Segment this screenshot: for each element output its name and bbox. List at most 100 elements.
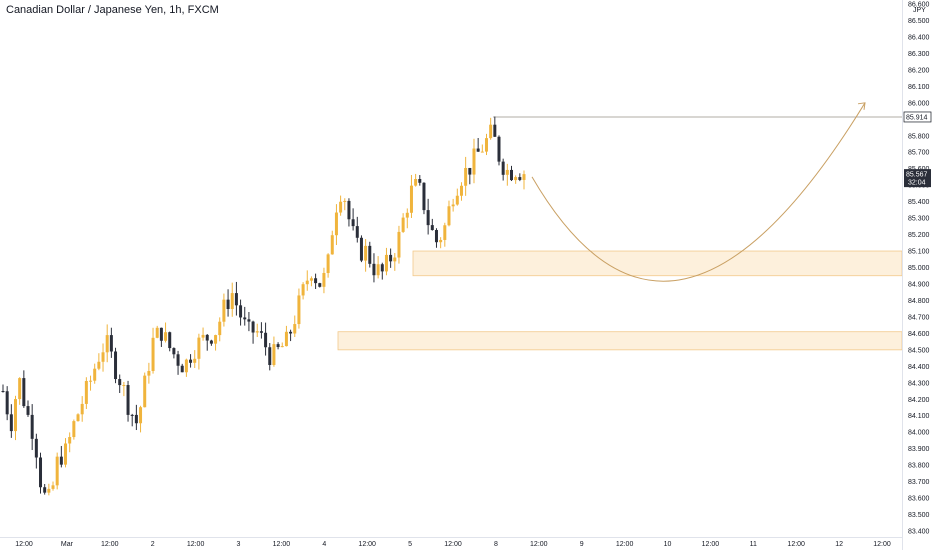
- price-axis: 86.600 86.500 86.400 86.300 86.200 86.100 86.0…: [908, 2, 930, 536]
- candle-body: [376, 264, 380, 276]
- time-tick-label: 9: [580, 541, 584, 548]
- time-tick-label: 5: [408, 541, 412, 548]
- countdown-label: 32:04: [908, 180, 926, 187]
- candle-body: [468, 167, 472, 175]
- candle-body: [434, 230, 438, 243]
- price-tick-label: 83.800: [908, 463, 930, 470]
- candle-body: [68, 437, 72, 444]
- candle-body: [497, 136, 501, 162]
- time-tick-label: 12:00: [702, 541, 720, 548]
- candle-body: [509, 169, 513, 181]
- candle-body: [180, 365, 184, 373]
- candle-body: [9, 414, 13, 432]
- candle-body: [301, 284, 305, 296]
- price-tick-label: 86.100: [908, 84, 930, 91]
- support-zones: [337, 250, 903, 351]
- candle-body: [405, 212, 409, 218]
- candle-body: [151, 337, 155, 371]
- candle-body: [347, 200, 351, 220]
- price-tick-label: 84.100: [908, 413, 930, 420]
- candle-body: [426, 210, 430, 226]
- candle-body: [143, 375, 147, 408]
- time-tick-label: 10: [664, 541, 672, 548]
- candle-body: [476, 148, 480, 152]
- candle-body: [251, 321, 255, 333]
- candle-body: [447, 206, 451, 226]
- candle-body: [147, 370, 151, 376]
- candle-body: [226, 299, 230, 309]
- price-tick-label: 84.000: [908, 430, 930, 437]
- candle-body: [505, 169, 509, 175]
- price-tick-label: 84.700: [908, 314, 930, 321]
- candle-body: [343, 200, 347, 202]
- projection-curve: [531, 102, 866, 282]
- candle-body: [105, 335, 109, 353]
- candle-body: [389, 254, 393, 262]
- candle-body: [97, 361, 101, 369]
- candle-body: [34, 438, 38, 458]
- price-tick-label: 86.400: [908, 34, 930, 41]
- candle-body: [355, 226, 359, 238]
- price-tick-label: 83.400: [908, 529, 930, 536]
- support-zone: [412, 250, 903, 277]
- candle-body: [439, 239, 443, 243]
- candle-body: [393, 257, 397, 262]
- candle-body: [272, 344, 276, 365]
- candles: [1, 116, 526, 496]
- candle-body: [59, 456, 63, 465]
- candle-body: [234, 293, 238, 306]
- candle-body: [305, 280, 309, 285]
- candle-body: [489, 124, 493, 139]
- candle-body: [351, 219, 355, 227]
- time-tick-label: 12:00: [873, 541, 891, 548]
- candle-body: [76, 414, 80, 422]
- time-tick-label: 2: [151, 541, 155, 548]
- candle-body: [409, 185, 413, 213]
- candle-body: [372, 263, 376, 276]
- candle-body: [364, 245, 368, 261]
- candle-body: [193, 358, 197, 363]
- candle-body: [484, 138, 488, 152]
- candle-body: [122, 385, 126, 387]
- candle-body: [339, 201, 343, 213]
- projection-arrow: [531, 102, 866, 282]
- candle-body: [297, 295, 301, 325]
- candle-body: [368, 245, 372, 264]
- high-price-tag: [903, 111, 932, 123]
- price-tick-label: 86.500: [908, 18, 930, 25]
- last-price-label: 85.567: [906, 172, 928, 179]
- candle-body: [334, 212, 338, 236]
- candle-body: [276, 344, 280, 348]
- candle-body: [55, 456, 59, 486]
- price-tick-label: 83.900: [908, 446, 930, 453]
- candle-body: [130, 414, 134, 416]
- candle-body: [1, 391, 5, 393]
- candle-body: [414, 179, 418, 186]
- candle-body: [472, 148, 476, 175]
- candle-body: [80, 403, 84, 415]
- candle-body: [493, 124, 497, 137]
- candle-body: [164, 332, 168, 341]
- arrow-head: [857, 102, 866, 110]
- time-tick-label: 11: [750, 541, 757, 548]
- candle-body: [259, 331, 263, 333]
- candle-body: [118, 379, 122, 386]
- candle-body: [384, 254, 388, 272]
- time-tick-label: 4: [322, 541, 326, 548]
- candle-body: [64, 443, 68, 465]
- time-tick-label: 12: [835, 541, 843, 548]
- candle-body: [401, 217, 405, 232]
- candle-body: [197, 337, 201, 359]
- candle-body: [464, 167, 468, 186]
- candle-body: [209, 340, 213, 344]
- time-tick-label: 12:00: [358, 541, 376, 548]
- price-tick-label: 83.500: [908, 512, 930, 519]
- candle-body: [430, 225, 434, 231]
- price-tick-label: 84.400: [908, 364, 930, 371]
- candle-body: [443, 225, 447, 240]
- candle-body: [218, 321, 222, 336]
- candle-body: [72, 421, 76, 438]
- candle-body: [39, 457, 43, 488]
- candle-body: [134, 414, 138, 424]
